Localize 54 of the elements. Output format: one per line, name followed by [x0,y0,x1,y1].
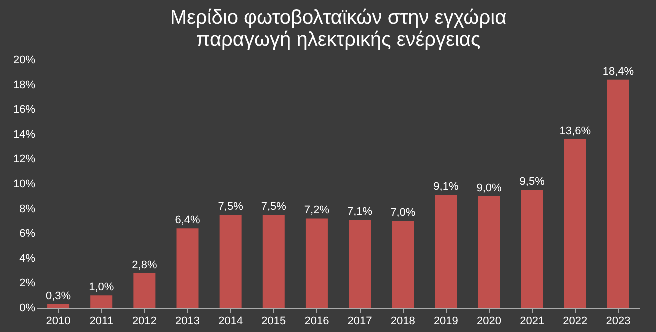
data-label: 13,6% [560,125,592,138]
x-tick-label: 2012 [132,316,157,328]
bar [220,215,242,308]
data-label: 7,0% [390,207,416,220]
y-tick-label: 12% [13,154,36,166]
y-tick-label: 6% [20,228,36,240]
data-label: 9,0% [476,182,502,194]
y-tick-label: 20% [13,54,36,66]
x-tick-label: 2017 [348,316,372,328]
data-label: 7,1% [347,206,373,218]
bar [607,80,630,308]
y-tick-label: 10% [13,178,36,190]
chart-title: Μερίδιο φωτοβολταϊκών στην εγχώρια παραγωγή ηλεκτρικής ενέργειας [170,7,507,51]
bar [521,190,544,308]
data-label: 7,5% [261,201,287,213]
x-tick-label: 2014 [218,316,244,328]
x-tick-label: 2015 [262,316,286,328]
data-label: 1,0% [89,282,114,294]
y-tick-label: 8% [20,203,36,216]
x-tick-label: 2020 [477,316,502,328]
bar [478,196,500,308]
data-label: 2,8% [132,259,158,272]
bar [392,221,414,308]
bar [134,273,156,308]
y-tick-label: 0% [20,302,36,314]
bar [306,218,328,308]
data-label: 18,4% [602,66,634,78]
x-tick-label: 2018 [390,316,416,328]
x-tick-label: 2011 [90,316,114,328]
y-tick-label: 18% [13,79,36,92]
bar [262,215,285,308]
bar [90,296,113,308]
data-label: 7,5% [218,201,244,213]
bar [176,228,199,308]
x-tick-label: 2021 [520,316,545,328]
y-tick-label: 2% [20,278,36,290]
x-tick-label: 2019 [434,316,458,328]
y-tick-label: 16% [13,104,36,116]
bar [435,195,458,308]
bar [349,220,372,308]
x-tick-label: 2016 [304,316,330,328]
x-tick-label: 2023 [606,316,631,328]
data-label: 6,4% [175,214,200,227]
data-label: 7,2% [304,204,330,217]
x-tick-label: 2022 [563,316,588,328]
bar [564,139,586,308]
data-label: 0,3% [46,290,72,302]
data-label: 9,5% [520,176,546,188]
y-tick-label: 4% [20,252,36,265]
x-tick-label: 2013 [176,316,200,328]
bar [48,304,70,308]
x-tick-label: 2010 [46,316,71,328]
y-tick-label: 14% [13,128,36,141]
data-label: 9,1% [434,181,459,194]
